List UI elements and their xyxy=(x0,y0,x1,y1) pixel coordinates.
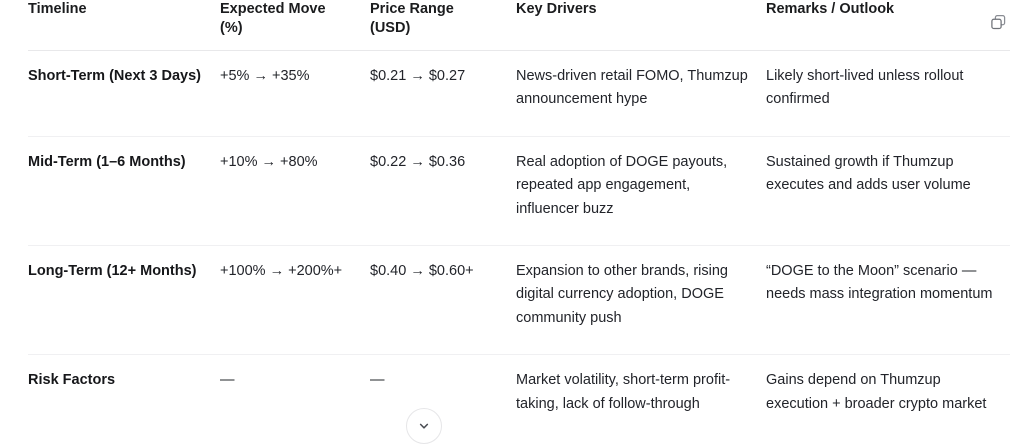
table-header-row: Timeline Expected Move (%) Price Range (… xyxy=(28,0,1010,51)
table-row: Short-Term (Next 3 Days) +5% → +35% $0.2… xyxy=(28,50,1010,137)
column-header-remarks: Remarks / Outlook xyxy=(766,0,1010,51)
column-header-expected-move-line1: Expected Move xyxy=(220,1,326,17)
cell-price-range: $0.22 → $0.36 xyxy=(370,136,516,246)
table-row: Long-Term (12+ Months) +100% → +200%+ $0… xyxy=(28,245,1010,356)
chevron-down-icon xyxy=(417,419,431,433)
cell-key-drivers: Expansion to other brands, rising digita… xyxy=(516,245,766,356)
cell-timeline: Long-Term (12+ Months) xyxy=(28,245,220,356)
column-header-expected-move: Expected Move (%) xyxy=(220,0,370,51)
column-header-key-drivers: Key Drivers xyxy=(516,0,766,51)
cell-expected-move: — xyxy=(220,372,235,389)
cell-key-drivers: Market volatility, short-term profit-tak… xyxy=(516,372,731,412)
cell-remarks: Sustained growth if Thumzup executes and… xyxy=(766,136,1010,246)
cell-expected-move: +5% → +35% xyxy=(220,50,370,137)
table-row: Risk Factors — — Market volatility, shor… xyxy=(28,355,1010,426)
scroll-to-bottom-button[interactable] xyxy=(406,408,442,444)
cell-remarks: Gains depend on Thumzup execution + broa… xyxy=(766,372,987,412)
cell-timeline: Short-Term (Next 3 Days) xyxy=(28,50,220,137)
table-scroll-region[interactable]: Timeline Expected Move (%) Price Range (… xyxy=(0,0,1024,426)
column-header-price-range-line2: (USD) xyxy=(370,20,411,37)
cell-remarks: “DOGE to the Moon” scenario — needs mass… xyxy=(766,245,1010,356)
cell-price-range: — xyxy=(370,372,385,389)
cell-timeline: Risk Factors xyxy=(28,372,116,389)
cell-timeline: Mid-Term (1–6 Months) xyxy=(28,136,220,246)
table-row: Mid-Term (1–6 Months) +10% → +80% $0.22 … xyxy=(28,136,1010,246)
cell-key-drivers: Real adoption of DOGE payouts, repeated … xyxy=(516,136,766,246)
column-header-price-range: Price Range (USD) xyxy=(370,0,516,51)
column-header-price-range-line1: Price Range xyxy=(370,1,454,17)
forecast-table: Timeline Expected Move (%) Price Range (… xyxy=(28,0,1010,426)
cell-expected-move: +100% → +200%+ xyxy=(220,245,370,356)
cell-remarks: Likely short-lived unless rollout confir… xyxy=(766,50,1010,137)
cell-price-range: $0.40 → $0.60+ xyxy=(370,245,516,356)
column-header-timeline: Timeline xyxy=(28,0,220,51)
column-header-expected-move-line2: (%) xyxy=(220,20,243,37)
cell-expected-move: +10% → +80% xyxy=(220,136,370,246)
copy-icon xyxy=(990,14,1007,31)
cell-key-drivers: News-driven retail FOMO, Thumzup announc… xyxy=(516,50,766,137)
cell-price-range: $0.21 → $0.27 xyxy=(370,50,516,137)
copy-button[interactable] xyxy=(985,9,1011,35)
